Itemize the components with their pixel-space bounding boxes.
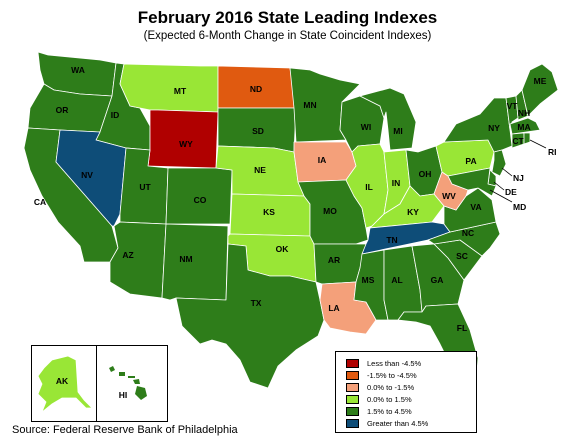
state-label-OH: OH xyxy=(419,169,432,179)
state-label-IA: IA xyxy=(318,155,327,165)
state-label-MA: MA xyxy=(517,122,530,132)
state-label-OR: OR xyxy=(56,105,69,115)
state-NJ xyxy=(491,149,507,177)
map-subtitle: (Expected 6-Month Change in State Coinci… xyxy=(143,30,432,42)
legend-label: Less than -4.5% xyxy=(367,358,422,368)
state-label-ID: ID xyxy=(111,110,120,120)
state-label-WA: WA xyxy=(71,65,85,75)
state-label-NJ: NJ xyxy=(513,173,524,183)
legend-swatch xyxy=(346,382,359,392)
state-label-NC: NC xyxy=(462,228,474,238)
state-label-HI: HI xyxy=(119,390,128,400)
state-label-MI: MI xyxy=(393,126,402,136)
legend-label: 0.0% to 1.5% xyxy=(367,394,412,404)
legend-label: 1.5% to 4.5% xyxy=(367,406,412,416)
state-label-MO: MO xyxy=(323,206,337,216)
state-label-MD: MD xyxy=(513,202,526,212)
state-label-SC: SC xyxy=(456,251,468,261)
legend-label: Greater than 4.5% xyxy=(367,418,429,428)
state-MI xyxy=(359,87,417,151)
state-label-NY: NY xyxy=(488,123,500,133)
state-label-MT: MT xyxy=(174,86,187,96)
state-NM xyxy=(161,223,229,301)
legend-item: 0.0% to -1.5% xyxy=(346,382,414,392)
state-label-AK: AK xyxy=(56,376,69,386)
state-label-AR: AR xyxy=(328,255,340,265)
state-TX xyxy=(175,243,325,389)
state-VT xyxy=(505,95,519,131)
state-label-IN: IN xyxy=(392,178,401,188)
map-title: February 2016 State Leading Indexes xyxy=(137,8,438,27)
callout-line-RI xyxy=(529,139,547,149)
state-HI xyxy=(135,386,147,400)
legend-item: 0.0% to 1.5% xyxy=(346,394,412,404)
hawaii-island-kauai xyxy=(109,366,115,372)
state-MT xyxy=(119,63,219,113)
source-note: Source: Federal Reserve Bank of Philadel… xyxy=(12,424,238,436)
legend-item: 1.5% to 4.5% xyxy=(346,406,412,416)
state-label-FL: FL xyxy=(457,323,467,333)
state-CO xyxy=(165,167,233,225)
legend-swatch xyxy=(346,358,359,368)
state-label-ND: ND xyxy=(250,84,262,94)
state-NH xyxy=(515,89,529,121)
hawaii-island-oahu xyxy=(119,372,125,376)
state-label-NH: NH xyxy=(518,108,530,118)
state-label-CA: CA xyxy=(34,197,46,207)
state-label-MS: MS xyxy=(362,275,375,285)
state-AZ xyxy=(109,221,167,299)
alaska-inset: AK xyxy=(31,345,98,422)
state-label-PA: PA xyxy=(465,156,476,166)
callout-line-NJ xyxy=(501,167,513,177)
state-label-TN: TN xyxy=(386,235,397,245)
legend-label: 0.0% to -1.5% xyxy=(367,382,415,392)
legend-label: -1.5% to -4.5% xyxy=(367,370,417,380)
map-legend: Less than -4.5% -1.5% to -4.5% 0.0% to -… xyxy=(335,351,477,433)
state-MD xyxy=(447,167,497,197)
state-label-SD: SD xyxy=(252,126,264,136)
state-label-WI: WI xyxy=(361,122,371,132)
state-label-TX: TX xyxy=(251,298,262,308)
state-label-RI: RI xyxy=(548,147,557,157)
legend-item: Less than -4.5% xyxy=(346,358,421,368)
state-label-KS: KS xyxy=(263,207,275,217)
state-label-KY: KY xyxy=(407,207,419,217)
state-label-VA: VA xyxy=(470,202,481,212)
state-label-OK: OK xyxy=(276,244,290,254)
legend-swatch xyxy=(346,394,359,404)
state-ME xyxy=(521,63,559,117)
state-label-AZ: AZ xyxy=(122,250,133,260)
callout-line-MD xyxy=(489,189,513,203)
state-RI xyxy=(523,132,531,145)
legend-swatch xyxy=(346,418,359,428)
callout-line-DE xyxy=(493,181,505,191)
state-label-GA: GA xyxy=(431,275,444,285)
legend-item: Greater than 4.5% xyxy=(346,418,428,428)
state-label-WV: WV xyxy=(442,191,456,201)
state-label-IL: IL xyxy=(365,182,373,192)
state-label-NM: NM xyxy=(179,254,192,264)
hawaii-map: HI xyxy=(109,366,147,400)
hawaii-island-maui xyxy=(133,379,140,384)
state-label-LA: LA xyxy=(328,303,339,313)
state-label-WY: WY xyxy=(179,139,193,149)
legend-swatch xyxy=(346,370,359,380)
state-label-NE: NE xyxy=(254,165,266,175)
state-label-AL: AL xyxy=(391,275,402,285)
hawaii-island-molokai xyxy=(128,376,135,378)
legend-swatch xyxy=(346,406,359,416)
state-label-VT: VT xyxy=(507,101,519,111)
state-label-UT: UT xyxy=(139,182,151,192)
state-label-DE: DE xyxy=(505,187,517,197)
state-label-CO: CO xyxy=(194,195,207,205)
state-label-CT: CT xyxy=(512,136,524,146)
state-AK xyxy=(37,355,93,414)
legend-item: -1.5% to -4.5% xyxy=(346,370,417,380)
hawaii-inset: HI xyxy=(96,345,168,422)
state-label-MN: MN xyxy=(303,100,316,110)
alaska-map: AK xyxy=(37,355,93,414)
state-label-ME: ME xyxy=(534,76,547,86)
state-label-NV: NV xyxy=(81,170,93,180)
